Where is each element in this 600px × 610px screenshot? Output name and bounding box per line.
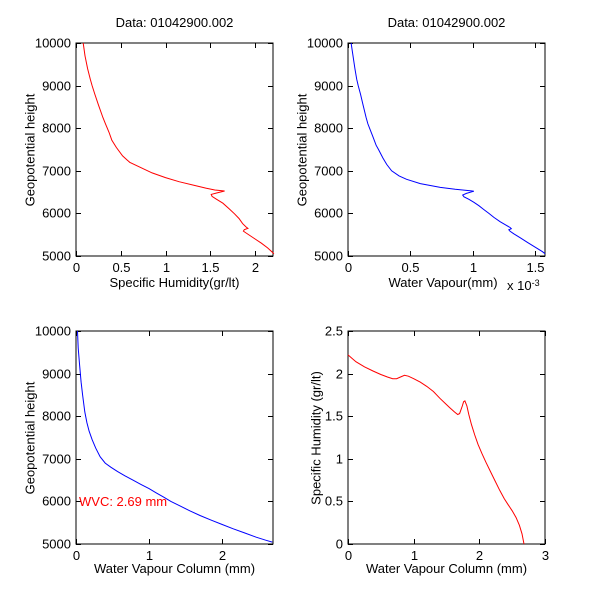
subplot-specific-humidity-vs-water-vapour-column: 0 1 2 3 0 0.5 1 1.5 2 2.5 bbox=[325, 324, 549, 564]
x-axis-label: Water Vapour Column (mm) bbox=[365, 561, 528, 576]
y-tick-label: 5000 bbox=[42, 537, 71, 552]
axes-box bbox=[75, 42, 274, 257]
x-tick-label: 1 bbox=[146, 548, 153, 563]
y-tick-label: 10000 bbox=[35, 36, 71, 51]
y-axis-label: Geopotential height bbox=[294, 93, 310, 207]
x-tick-label: 1.5 bbox=[201, 260, 219, 275]
y-tick-label: 0.5 bbox=[325, 494, 343, 509]
plot-title: Data: 01042900.002 bbox=[115, 15, 234, 30]
exponent-prefix: x 10 bbox=[507, 278, 532, 293]
curve-water-vapour-vs-height bbox=[350, 42, 546, 255]
y-tick-label: 2.5 bbox=[325, 324, 343, 339]
x-tick-label: 2 bbox=[476, 548, 483, 563]
y-axis-label: Specific Humidity (gr/lt) bbox=[308, 371, 324, 505]
subplot-specific-humidity-vs-height: 0 0.5 1 1.5 2 5000 6000 7000 8000 9000 10000 bbox=[35, 36, 275, 275]
axes-box bbox=[347, 42, 546, 257]
x-tick-label: 3 bbox=[542, 548, 549, 563]
y-tick-label: 8000 bbox=[42, 121, 71, 136]
x-tick-label: 0 bbox=[73, 548, 80, 563]
y-tick-label: 0 bbox=[336, 537, 343, 552]
curve-specific-humidity-vs-height bbox=[82, 42, 275, 255]
y-tick-label: 6000 bbox=[314, 206, 343, 221]
y-tick-label: 6000 bbox=[42, 494, 71, 509]
axes-box bbox=[75, 330, 274, 545]
x-axis-label: Water Vapour(mm) bbox=[388, 275, 498, 290]
y-tick-label: 7000 bbox=[42, 452, 71, 467]
subplot-water-vapour-column-vs-height: 0 1 2 5000 6000 7000 8000 9000 10000 bbox=[35, 324, 274, 563]
y-tick-label: 7000 bbox=[42, 164, 71, 179]
x-tick-label: 0 bbox=[73, 260, 80, 275]
plot-title: Data: 01042900.002 bbox=[387, 15, 506, 30]
y-tick-label: 1 bbox=[336, 452, 343, 467]
curve-specific-humidity-vs-water-vapour-column bbox=[347, 354, 525, 545]
y-tick-label: 9000 bbox=[42, 79, 71, 94]
x-tick-label: 1 bbox=[163, 260, 170, 275]
y-tick-label: 6000 bbox=[42, 206, 71, 221]
x-tick-label: 0.5 bbox=[112, 260, 130, 275]
wvc-annotation: WVC: 2.69 mm bbox=[79, 494, 168, 509]
x-tick-label: 0 bbox=[345, 548, 352, 563]
y-tick-label: 10000 bbox=[35, 324, 71, 339]
x-axis-label: Specific Humidity(gr/lt) bbox=[109, 275, 240, 290]
y-tick-label: 8000 bbox=[42, 409, 71, 424]
x-tick-label: 1 bbox=[411, 548, 418, 563]
y-tick-label: 1.5 bbox=[325, 409, 343, 424]
x-tick-label: 1.5 bbox=[526, 260, 544, 275]
y-tick-label: 2 bbox=[336, 367, 343, 382]
y-tick-label: 9000 bbox=[314, 79, 343, 94]
subplot-water-vapour-vs-height: 0 0.5 1 1.5 5000 6000 7000 8000 9000 10000 bbox=[307, 36, 546, 275]
x-tick-label: 2 bbox=[219, 548, 226, 563]
y-tick-label: 8000 bbox=[314, 121, 343, 136]
x-tick-label: 2 bbox=[252, 260, 259, 275]
axis-exponent-label: x 10-3 bbox=[507, 276, 540, 293]
axes-box bbox=[347, 330, 546, 545]
y-tick-label: 9000 bbox=[42, 367, 71, 382]
x-axis-label: Water Vapour Column (mm) bbox=[93, 561, 256, 576]
y-tick-label: 5000 bbox=[314, 249, 343, 264]
y-tick-label: 5000 bbox=[42, 249, 71, 264]
curve-water-vapour-column-vs-height bbox=[77, 330, 273, 543]
y-tick-label: 10000 bbox=[307, 36, 343, 51]
x-tick-label: 0 bbox=[345, 260, 352, 275]
y-tick-label: 7000 bbox=[314, 164, 343, 179]
x-tick-label: 0.5 bbox=[401, 260, 419, 275]
y-axis-label: Geopotential height bbox=[22, 381, 38, 495]
exponent-power: -3 bbox=[531, 278, 540, 288]
y-axis-label: Geopotential height bbox=[22, 93, 38, 207]
x-tick-label: 1 bbox=[470, 260, 477, 275]
